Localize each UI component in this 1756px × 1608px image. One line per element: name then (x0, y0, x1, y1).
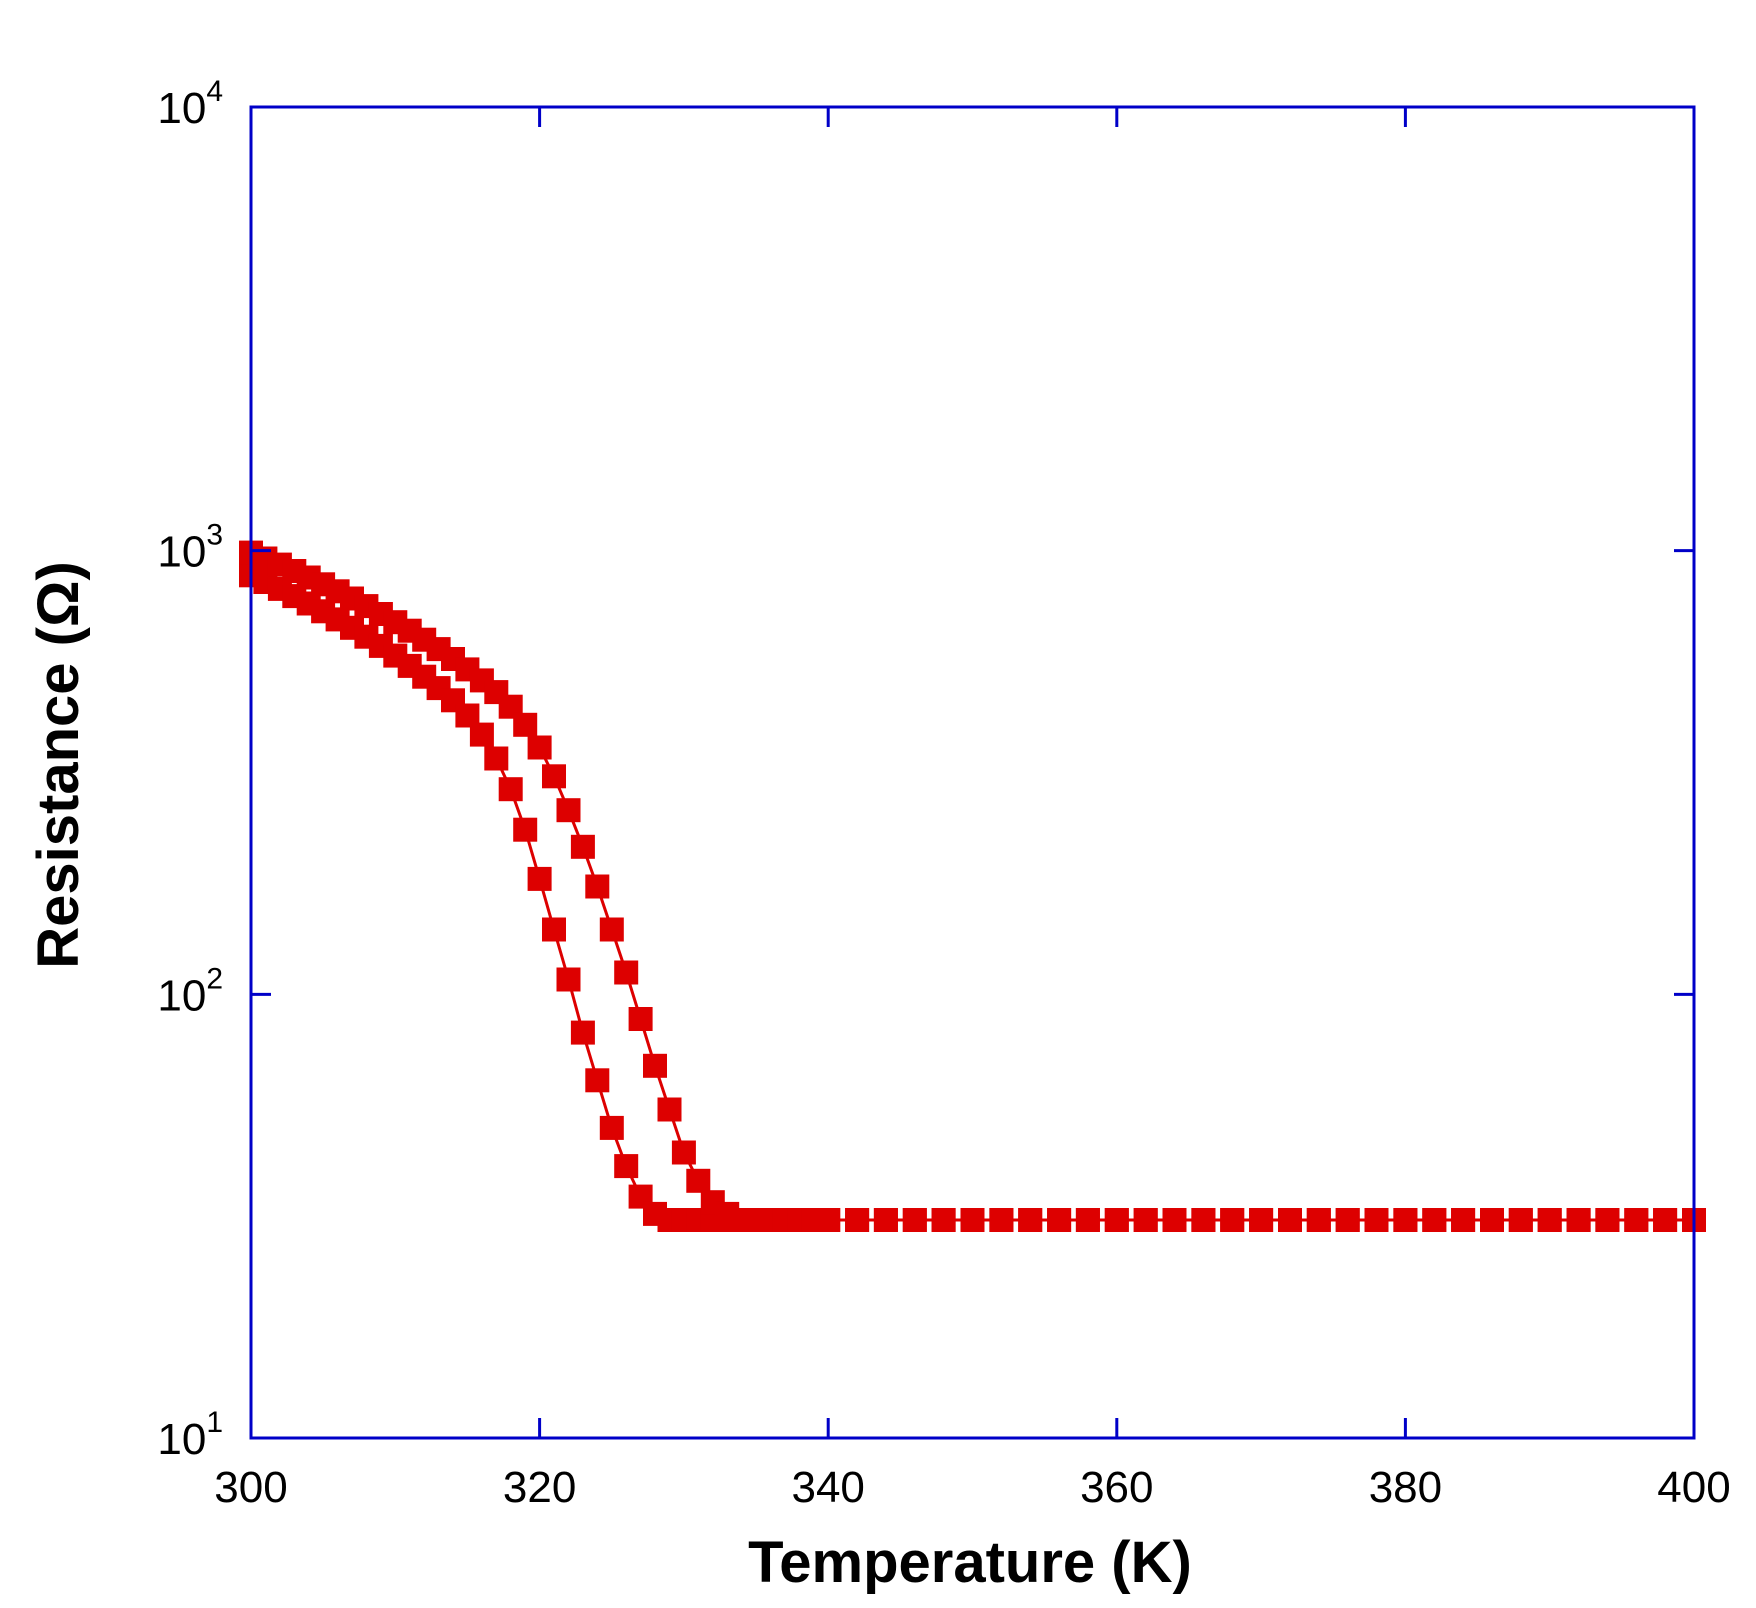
data-point (1278, 1208, 1302, 1232)
labels-layer: 300 320 340 360 380 400 101 102 103 104 (157, 75, 1730, 1512)
data-point (1653, 1208, 1678, 1232)
data-point (614, 960, 639, 985)
data-point (527, 866, 552, 891)
data-point (1133, 1208, 1158, 1232)
data-point (1335, 1208, 1360, 1232)
data-point (671, 1140, 696, 1165)
data-point (643, 1053, 667, 1078)
data-point (556, 967, 581, 992)
data-point (542, 764, 566, 789)
x-tick-label: 300 (214, 1463, 287, 1512)
data-point (556, 798, 581, 823)
series-2 (239, 540, 1706, 1232)
data-point (1480, 1208, 1504, 1232)
data-point (1220, 1208, 1245, 1232)
x-tick-label: 360 (1080, 1463, 1153, 1512)
data-point (1249, 1208, 1274, 1232)
y-tick-label: 104 (157, 75, 223, 133)
data-point (599, 917, 624, 942)
data-point (614, 1154, 639, 1179)
data-point (1018, 1208, 1043, 1232)
x-tick-label: 340 (791, 1463, 864, 1512)
data-point (1451, 1208, 1476, 1232)
y-tick-label: 101 (157, 1406, 223, 1464)
data-point (527, 735, 552, 760)
data-point (1393, 1208, 1418, 1232)
data-point (902, 1208, 927, 1232)
data-point (1595, 1208, 1620, 1232)
data-point (570, 1020, 595, 1045)
y-axis-title: Resistance (Ω) (26, 561, 91, 969)
data-point (585, 874, 610, 899)
data-point (498, 777, 523, 802)
data-point (816, 1208, 841, 1232)
y-tick-label: 103 (157, 519, 223, 577)
data-point (1566, 1208, 1591, 1232)
series-layer (239, 540, 1706, 1232)
data-point (469, 722, 494, 747)
x-tick-label: 380 (1369, 1463, 1442, 1512)
data-point (513, 712, 538, 737)
data-point (1508, 1208, 1533, 1232)
data-point (1422, 1208, 1447, 1232)
data-point (1104, 1208, 1129, 1232)
data-point (1537, 1208, 1562, 1232)
data-point (542, 917, 566, 942)
plot-frame (249, 105, 1696, 1440)
x-axis-title: Temperature (K) (748, 1530, 1192, 1595)
data-point (585, 1068, 610, 1093)
data-point (1047, 1208, 1072, 1232)
data-point (1075, 1208, 1100, 1232)
data-point (599, 1115, 624, 1140)
data-point (960, 1208, 985, 1232)
x-tick-label: 400 (1657, 1463, 1730, 1512)
data-point (1162, 1208, 1187, 1232)
data-point (1624, 1208, 1649, 1232)
x-tick-label: 320 (503, 1463, 576, 1512)
series-line (250, 551, 1694, 1222)
data-point (845, 1208, 870, 1232)
data-point (686, 1168, 711, 1193)
data-point (931, 1208, 956, 1232)
data-point (1306, 1208, 1331, 1232)
ticks-layer (249, 105, 1696, 1440)
data-point (628, 1007, 653, 1031)
data-point (484, 746, 509, 771)
data-point (570, 834, 595, 859)
data-point (1364, 1208, 1389, 1232)
data-point (873, 1208, 898, 1232)
data-point (989, 1208, 1014, 1232)
data-point (1191, 1208, 1216, 1232)
data-point (657, 1097, 682, 1122)
data-point (513, 817, 538, 842)
y-tick-label: 102 (157, 962, 223, 1020)
